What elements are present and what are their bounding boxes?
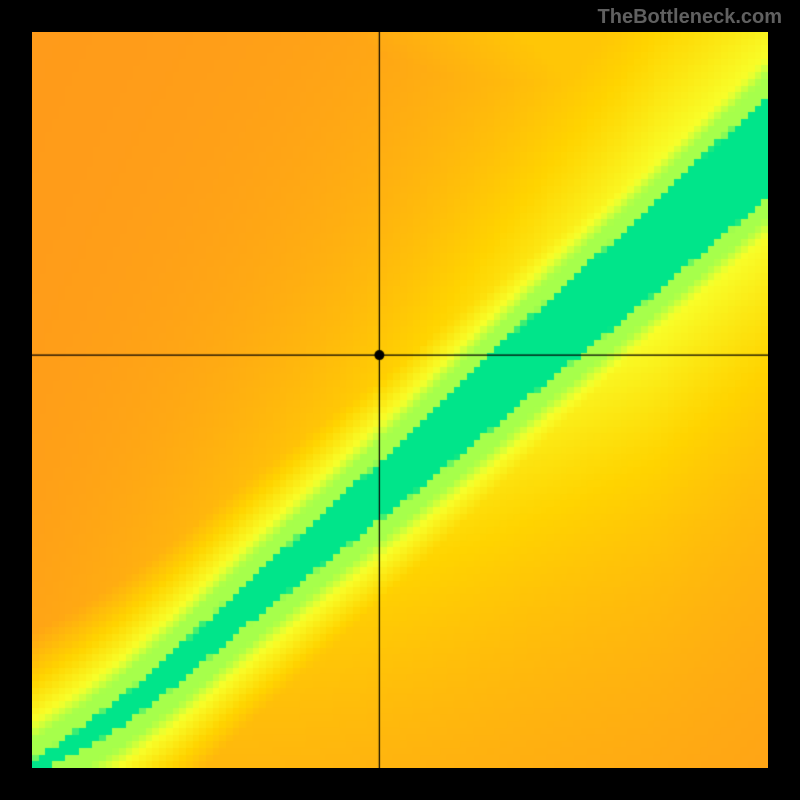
watermark-text: TheBottleneck.com xyxy=(598,6,782,29)
chart-container: TheBottleneck.com xyxy=(0,0,800,800)
heatmap-plot xyxy=(32,32,768,768)
heatmap-canvas xyxy=(32,32,768,768)
